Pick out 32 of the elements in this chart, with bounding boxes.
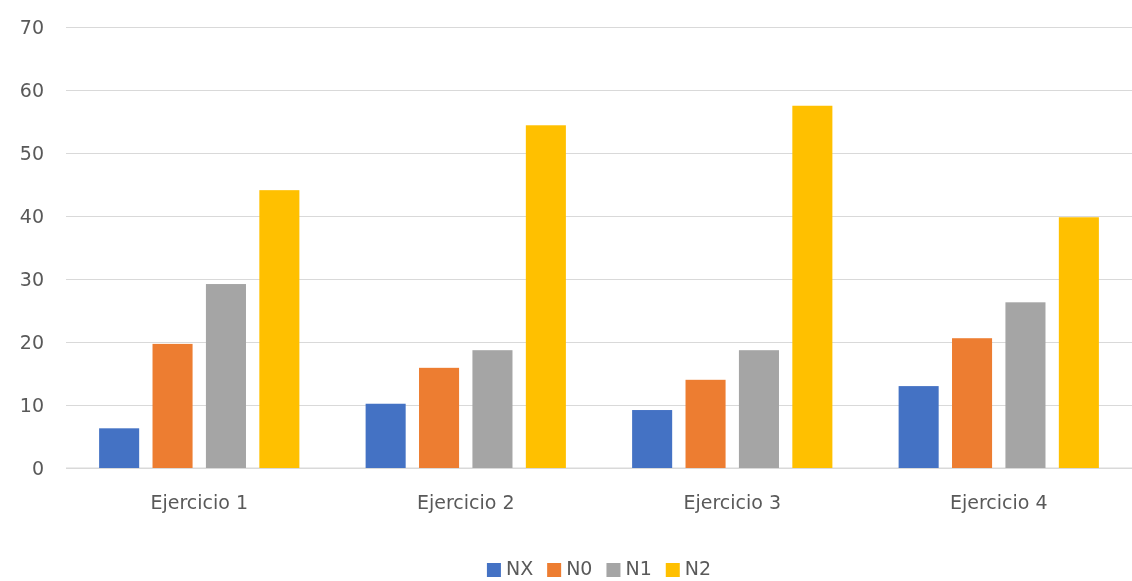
bar [472, 350, 513, 468]
y-tick-label: 10 [19, 393, 44, 416]
bar [952, 338, 993, 468]
legend-label: NX [505, 557, 534, 579]
bar [1058, 217, 1099, 468]
bar [152, 343, 193, 468]
y-tick-label: 60 [19, 78, 44, 101]
legend-label: N2 [684, 557, 712, 579]
y-tick-label: 30 [19, 267, 44, 290]
bar [365, 403, 406, 468]
y-tick-label: 40 [19, 204, 44, 227]
y-tick-label: 70 [19, 15, 44, 38]
x-tick-label: Ejercicio 4 [949, 491, 1048, 514]
bar [792, 105, 833, 468]
bar [525, 125, 566, 468]
bar [738, 350, 779, 468]
bar [99, 428, 140, 468]
x-tick-label: Ejercicio 1 [150, 491, 249, 514]
y-tick-label: 20 [19, 330, 44, 353]
bar [898, 386, 939, 468]
bar [419, 367, 460, 468]
bar [205, 284, 246, 468]
x-tick-label: Ejercicio 2 [416, 491, 515, 514]
y-tick-label: 50 [19, 141, 44, 164]
x-tick-label: Ejercicio 3 [683, 491, 782, 514]
bar [685, 379, 726, 468]
bar [632, 410, 673, 468]
bar [259, 190, 300, 468]
legend-label: N0 [566, 557, 593, 579]
legend-label: N1 [625, 557, 652, 579]
bar [1005, 302, 1046, 468]
y-tick-label: 0 [31, 456, 44, 479]
